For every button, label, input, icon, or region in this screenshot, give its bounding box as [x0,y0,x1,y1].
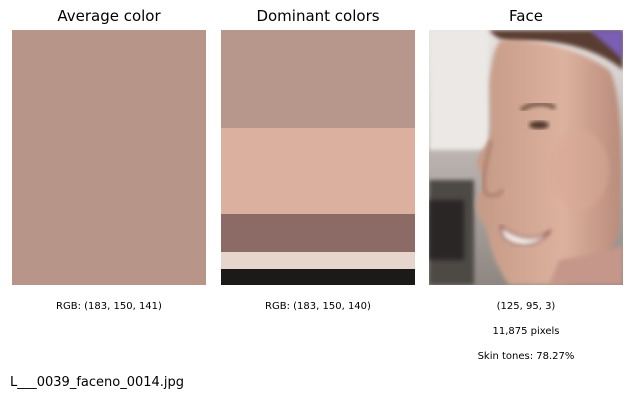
dominant-color-stripe [221,214,415,252]
average-color-swatch [12,30,206,285]
average-color-rgb: RGB: (183, 150, 141) [56,301,162,312]
image-filename: L___0039_faceno_0014.jpg [10,375,185,390]
face-box-values: (125, 95, 3) [496,301,556,312]
face-title: Face [509,7,543,25]
dominant-color-stripe [221,128,415,214]
dominant-colors-title: Dominant colors [256,7,380,25]
face-pixel-count: 11,875 pixels [492,326,560,337]
dominant-color-stripe [221,269,415,285]
dominant-color-stripe [221,252,415,269]
dominant-colors-stack [221,30,415,285]
average-color-title: Average color [57,7,161,25]
skin-tone-percentage: Skin tones: 78.27% [477,351,575,362]
face-image [429,30,623,285]
dominant-color-rgb: RGB: (183, 150, 140) [265,301,371,312]
dominant-color-stripe [221,30,415,128]
face-photo [429,30,623,285]
